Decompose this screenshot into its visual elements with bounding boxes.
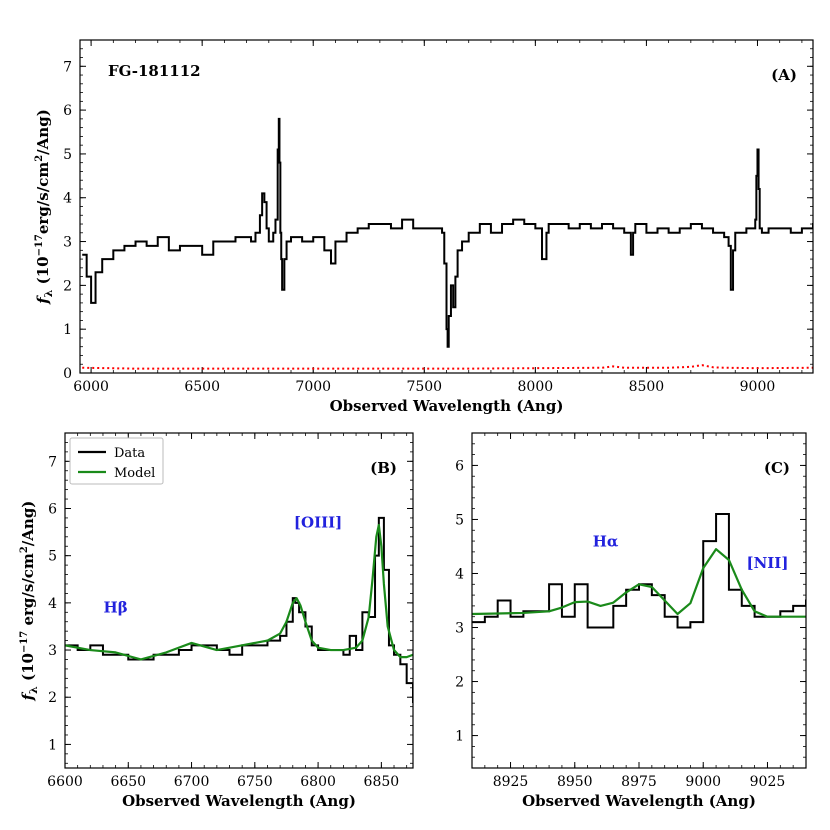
object-label: FG-181112 <box>108 62 201 80</box>
y-tick-label: 0 <box>63 366 72 382</box>
x-tick-label: 6700 <box>174 774 210 790</box>
x-tick-label: 7000 <box>295 379 331 395</box>
series-group <box>472 513 806 629</box>
panel-label: (B) <box>370 459 397 477</box>
panel-label: (C) <box>764 459 790 477</box>
x-tick-label: 8000 <box>518 379 554 395</box>
y-tick-label: 5 <box>63 147 72 163</box>
x-tick-label: 8950 <box>557 774 593 790</box>
x-axis-label: Observed Wavelength (Ang) <box>330 397 564 415</box>
y-axis-label: fλ (10−17erg/s/cm2/Ang) <box>34 109 55 305</box>
line-annotation: [NII] <box>746 554 788 572</box>
y-tick-label: 1 <box>48 737 57 753</box>
line-annotation: [OIII] <box>294 513 342 531</box>
x-tick-label: 6500 <box>184 379 220 395</box>
x-tick-label: 8975 <box>621 774 657 790</box>
x-tick-label: 7500 <box>406 379 442 395</box>
x-axis-label: Observed Wavelength (Ang) <box>122 792 356 810</box>
y-tick-label: 3 <box>48 643 57 659</box>
y-tick-label: 3 <box>63 235 72 251</box>
plot-frame <box>64 432 414 769</box>
x-axis-label: Observed Wavelength (Ang) <box>522 792 756 810</box>
series-line-model <box>65 523 413 661</box>
x-tick-label: 6850 <box>364 774 400 790</box>
y-tick-label: 4 <box>48 596 57 612</box>
series-line-model <box>472 548 806 618</box>
series-line-data <box>472 513 806 629</box>
panel-a: 6000 6500 7000 7500 8000 8500 9000 0 1 2 3 4 5 6 7 Obse… <box>34 39 814 415</box>
y-tick-label: 7 <box>63 59 72 75</box>
x-tick-label: 6650 <box>110 774 146 790</box>
legend: Data Model <box>69 437 164 485</box>
y-axis-label: fλ (10−17 erg/s/cm2/Ang) <box>19 501 40 702</box>
panel-label: (A) <box>771 66 797 84</box>
x-tick-label: 8500 <box>629 379 665 395</box>
series-group <box>65 516 413 703</box>
y-tick-label: 4 <box>455 566 464 582</box>
x-tick-label: 6750 <box>237 774 273 790</box>
panel-c: 8925 8950 8975 9000 9025 1 2 3 4 5 6 Observed Wavel… <box>455 432 807 810</box>
y-tick-label: 5 <box>455 512 464 528</box>
y-tick-label: 7 <box>48 454 57 470</box>
y-tick-label: 2 <box>455 675 464 691</box>
y-tick-label: 4 <box>63 191 72 207</box>
panel-b: 6600 6650 6700 6750 6800 6850 1 2 3 4 5 6 7 Observed … <box>19 432 414 810</box>
plot-frame <box>471 432 807 769</box>
x-tick-label: 9000 <box>740 379 776 395</box>
y-tick-label: 1 <box>63 322 72 338</box>
series-line-data <box>82 117 813 348</box>
tick-group: 6000 6500 7000 7500 8000 8500 9000 0 1 2 3 4 5 6 7 <box>63 40 813 395</box>
legend-label: Model <box>114 466 155 481</box>
y-tick-label: 2 <box>63 278 72 294</box>
y-tick-label: 6 <box>48 501 57 517</box>
y-tick-label: 1 <box>455 729 464 745</box>
x-tick-label: 6800 <box>300 774 336 790</box>
y-tick-label: 6 <box>455 458 464 474</box>
y-tick-label: 5 <box>48 549 57 565</box>
y-tick-label: 3 <box>455 621 464 637</box>
legend-label: Data <box>114 446 145 461</box>
tick-group: 8925 8950 8975 9000 9025 1 2 3 4 5 6 <box>455 433 807 790</box>
line-annotation: Hβ <box>104 598 128 616</box>
x-tick-label: 6600 <box>47 774 83 790</box>
y-tick-label: 2 <box>48 690 57 706</box>
plot-frame <box>79 39 814 374</box>
line-annotation: Hα <box>593 532 619 550</box>
error-line <box>82 364 813 370</box>
tick-group: 6600 6650 6700 6750 6800 6850 1 2 3 4 5 6 7 <box>47 433 413 790</box>
series-group <box>82 117 813 370</box>
y-tick-label: 6 <box>63 103 72 119</box>
x-tick-label: 9025 <box>750 774 786 790</box>
x-tick-label: 9000 <box>685 774 721 790</box>
x-tick-label: 6000 <box>73 379 109 395</box>
x-tick-label: 8925 <box>493 774 529 790</box>
